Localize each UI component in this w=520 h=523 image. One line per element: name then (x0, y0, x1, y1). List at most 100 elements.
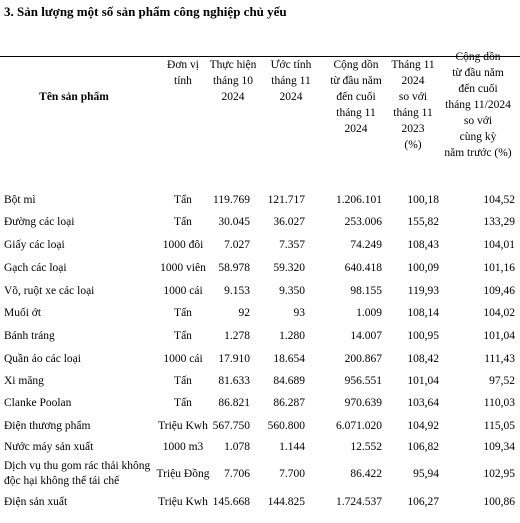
row-label: Clanke Poolan (4, 397, 72, 409)
table-cell: 98.155 (350, 285, 382, 297)
table-cell: 7.700 (279, 468, 305, 480)
table-cell: 1.206.101 (336, 194, 382, 206)
table-cell: 74.249 (350, 239, 382, 251)
table-cell: 86.422 (350, 468, 382, 480)
row-label: Đường các loại (4, 216, 75, 228)
table-cell: 100,18 (407, 194, 439, 206)
table-cell: 253.006 (344, 216, 382, 228)
table-cell: 1000 đôi (162, 239, 204, 251)
table-cell: 119.769 (213, 194, 250, 206)
table-cell: 106,82 (407, 441, 439, 453)
table-cell: 104,92 (407, 420, 439, 432)
header-cell: Cộng dồn từ đầu năm đến cuối tháng 11/20… (444, 51, 512, 159)
table-cell: 7.706 (224, 468, 250, 480)
header-cell: Tên sản phẩm (39, 91, 109, 103)
table-cell: 110,03 (483, 397, 515, 409)
table-cell: 970.639 (344, 397, 382, 409)
table-cell: 121.717 (267, 194, 305, 206)
table-cell: 108,43 (407, 239, 439, 251)
table-cell: 84.689 (273, 375, 305, 387)
table-cell: Tấn (174, 397, 192, 409)
header-cell: Tháng 11 2024 so với tháng 11 2023 (%) (391, 59, 435, 151)
table-cell: 106,27 (407, 496, 439, 508)
header-cell: Thực hiện tháng 10 2024 (209, 59, 257, 103)
row-label: Bột mì (4, 194, 36, 206)
header-cell: Đơn vị tính (167, 59, 199, 87)
table-cell: Triệu Kwh (158, 420, 208, 432)
table-cell: 1.078 (224, 441, 250, 453)
table-cell: 101,04 (407, 375, 439, 387)
table-cell: 1000 cái (163, 353, 203, 365)
table-cell: 155,82 (407, 216, 439, 228)
table-cell: 640.418 (344, 262, 382, 274)
table-cell: 567.750 (212, 420, 250, 432)
table-cell: 86.821 (218, 397, 250, 409)
row-label: Dịch vụ thu gom rác thải không độc hại k… (4, 460, 151, 487)
table-cell: 100,86 (483, 496, 515, 508)
table-cell: 59.320 (273, 262, 305, 274)
table-cell: 108,42 (407, 353, 439, 365)
row-label: Gạch các loại (4, 262, 67, 274)
table-cell: 109,46 (483, 285, 515, 297)
table-cell: 145.668 (212, 496, 250, 508)
table-cell: 108,14 (407, 307, 439, 319)
table-cell: 7.027 (224, 239, 250, 251)
table-cell: Tấn (174, 375, 192, 387)
table-cell: 95,94 (413, 468, 439, 480)
table-cell: 1.144 (279, 441, 305, 453)
table-cell: 101,04 (483, 330, 515, 342)
table-cell: 30.045 (218, 216, 250, 228)
table-cell: 200.867 (344, 353, 382, 365)
table-cell: 109,34 (483, 441, 515, 453)
table-cell: Tấn (174, 307, 192, 319)
table-cell: Tấn (174, 216, 192, 228)
table-cell: 100,09 (407, 262, 439, 274)
table-cell: 12.552 (350, 441, 382, 453)
table-cell: Tấn (174, 194, 192, 206)
table-cell: 104,02 (483, 307, 515, 319)
table-cell: Triệu Đồng (156, 468, 210, 480)
table-cell: 7.357 (279, 239, 305, 251)
row-label: Giấy các loại (4, 239, 65, 251)
table-cell: 144.825 (267, 496, 305, 508)
table-cell: 14.007 (350, 330, 382, 342)
table-cell: 92 (238, 307, 251, 319)
table-cell: 104,01 (483, 239, 515, 251)
table-cell: 93 (293, 307, 306, 319)
row-label: Nước máy sản xuất (4, 441, 94, 453)
table-cell: 956.551 (344, 375, 382, 387)
row-label: Võ, ruột xe các loại (4, 285, 95, 297)
table-cell: Triệu Kwh (158, 496, 208, 508)
table-cell: 17.910 (218, 353, 250, 365)
rule (0, 56, 520, 57)
row-label: Điện thương phẩm (4, 420, 91, 432)
table-cell: 1.724.537 (336, 496, 382, 508)
table-cell: Tấn (174, 330, 192, 342)
table-cell: 111,43 (484, 353, 515, 365)
row-label: Quần áo các loại (4, 353, 81, 365)
table-cell: 6.071.020 (336, 420, 382, 432)
table-cell: 97,52 (489, 375, 515, 387)
title: 3. Sản lượng một số sản phẩm công nghiệp… (4, 4, 287, 19)
table-cell: 104,52 (483, 194, 515, 206)
table-cell: 86.287 (273, 397, 305, 409)
row-label: Xi măng (4, 375, 44, 387)
table-cell: 9.350 (279, 285, 305, 297)
table-cell: 115,05 (483, 420, 515, 432)
row-label: Bánh tráng (4, 330, 55, 342)
table-cell: 133,29 (483, 216, 515, 228)
table-cell: 81.633 (218, 375, 250, 387)
table-cell: 58.978 (218, 262, 250, 274)
table-cell: 1000 cái (163, 285, 203, 297)
table-cell: 560.800 (267, 420, 305, 432)
table-cell: 9.153 (224, 285, 250, 297)
table-cell: 119,93 (407, 285, 439, 297)
row-label: Điện sản xuất (4, 496, 68, 508)
row-label: Muối ớt (4, 307, 42, 319)
table-cell: 36.027 (273, 216, 305, 228)
table-cell: 1.278 (224, 330, 250, 342)
table-cell: 1.280 (279, 330, 305, 342)
table-cell: 18.654 (273, 353, 305, 365)
table-cell: 1000 m3 (162, 441, 204, 453)
